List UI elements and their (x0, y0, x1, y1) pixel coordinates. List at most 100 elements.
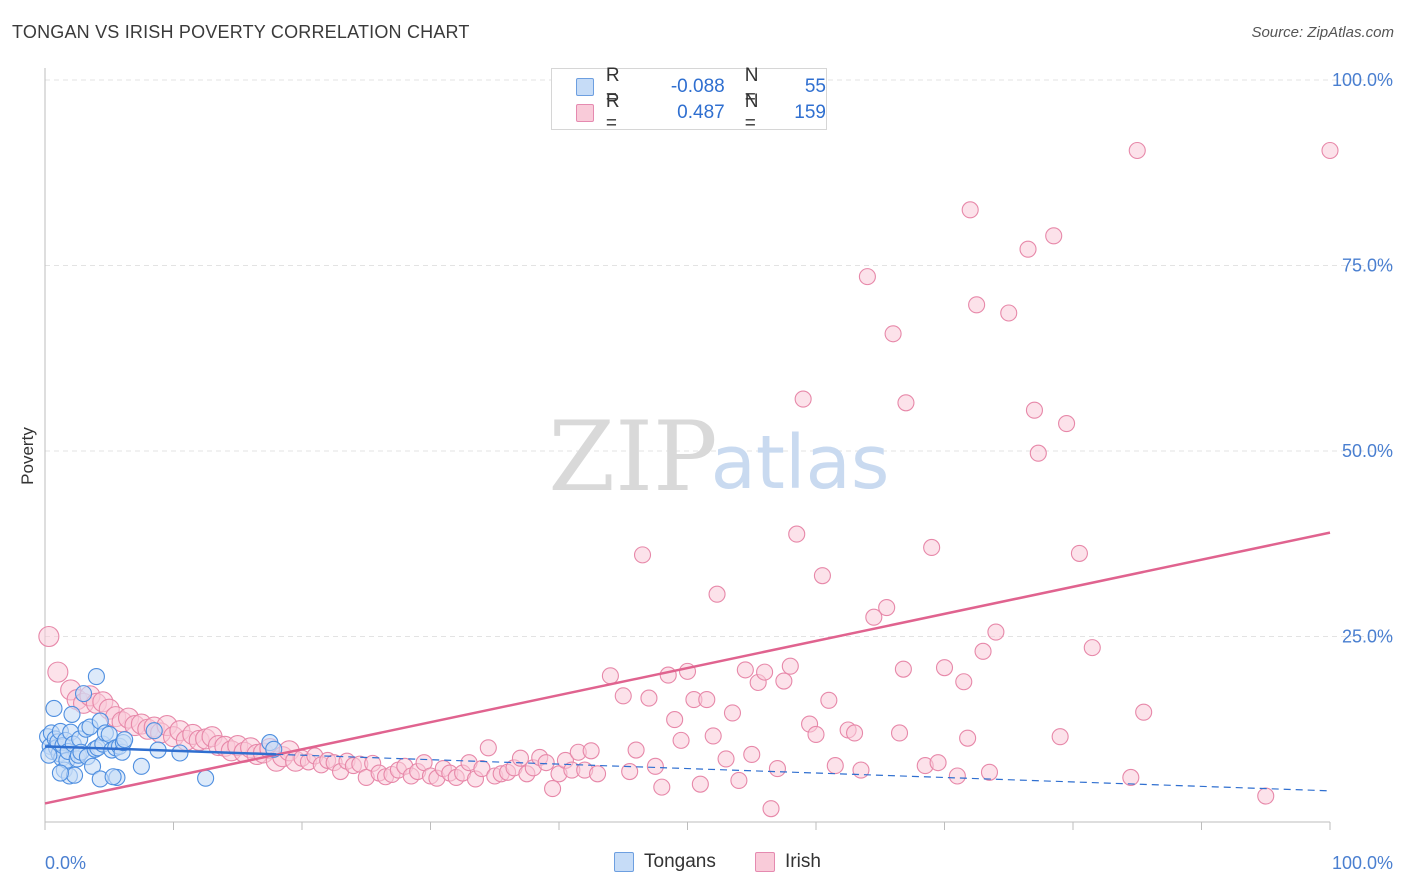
irish-point (897, 394, 915, 412)
r-value-irish: 0.487 (677, 102, 725, 123)
tongan-point (116, 731, 134, 749)
irish-point (672, 731, 690, 749)
irish-point (1070, 544, 1088, 562)
irish-point (544, 780, 562, 798)
irish-point (781, 657, 799, 675)
irish-point (858, 268, 876, 286)
irish-point (894, 660, 912, 678)
irish-point (865, 608, 883, 626)
x-tick-label: 100.0% (1332, 853, 1393, 873)
stats-row-irish: R = 0.487 N = 159 (576, 91, 826, 134)
irish-point (974, 642, 992, 660)
chart-source: Source: ZipAtlas.com (1251, 24, 1394, 41)
irish-point (473, 760, 491, 778)
tongan-point (132, 757, 150, 775)
tongan-point (66, 766, 84, 784)
watermark-atlas: atlas (711, 420, 890, 506)
watermark-zip: ZIP (548, 401, 717, 513)
irish-point (929, 754, 947, 772)
irish-point (987, 623, 1005, 641)
irish-point (633, 546, 652, 564)
tongan-point (40, 746, 58, 764)
irish-point (1128, 141, 1146, 160)
irish-point (762, 800, 780, 818)
legend-item-irish[interactable]: Irish (755, 851, 821, 873)
irish-point (717, 750, 735, 768)
irish-point (935, 659, 954, 677)
irish-point (1000, 304, 1018, 322)
tongan-point (145, 722, 163, 740)
irish-point (736, 661, 754, 679)
grid-lines (45, 79, 1393, 637)
irish-point (884, 325, 902, 343)
irish-point (698, 691, 716, 709)
irish-point (640, 689, 658, 707)
n-label: N = (744, 65, 759, 108)
irish-point (691, 775, 709, 793)
irish-point (1058, 414, 1076, 433)
legend-label-irish: Irish (785, 851, 821, 872)
irish-point (813, 567, 831, 585)
tongan-point (75, 685, 93, 703)
irish-points (38, 141, 1339, 818)
irish-point (621, 762, 639, 781)
stats-row-tongans: R = -0.088 N = 55 (576, 65, 826, 108)
irish-trendline (44, 531, 1331, 805)
irish-point (723, 704, 742, 722)
legend-item-tongans[interactable]: Tongans (614, 851, 716, 873)
y-tick-label: 25.0% (1342, 627, 1393, 647)
irish-swatch (576, 104, 594, 122)
irish-point (878, 599, 896, 617)
y-axis-label: Poverty (18, 427, 37, 485)
y-tick-label: 50.0% (1342, 441, 1393, 461)
irish-point (537, 754, 555, 772)
irish-point (743, 745, 761, 764)
legend-swatch-tongans (614, 852, 634, 872)
irish-point (614, 687, 632, 705)
r-label: R = (605, 65, 620, 108)
legend-swatch-irish (755, 852, 775, 872)
irish-point (756, 663, 774, 681)
irish-point (1045, 227, 1063, 245)
tongan-point (51, 764, 69, 782)
n-value-tongans: 55 (804, 76, 826, 97)
tongan-point (171, 744, 189, 762)
irish-point (708, 585, 726, 603)
irish-point (820, 691, 838, 709)
irish-point (968, 296, 986, 314)
irish-point (582, 742, 600, 760)
tongan-point (104, 768, 122, 786)
n-value-irish: 159 (794, 102, 826, 123)
irish-point (601, 667, 619, 685)
irish-point (588, 765, 607, 783)
irish-point (948, 767, 966, 785)
irish-point (980, 763, 999, 781)
chart-title: TONGAN VS IRISH POVERTY CORRELATION CHAR… (12, 22, 470, 42)
legend-label-tongans: Tongans (644, 851, 716, 872)
irish-point (959, 729, 977, 747)
tongans-trendline-solid (44, 745, 277, 756)
irish-point (923, 538, 941, 557)
tongan-point (63, 705, 81, 723)
tongan-point (83, 757, 102, 775)
irish-point (794, 390, 812, 408)
irish-point (961, 201, 979, 219)
irish-point (1019, 240, 1037, 258)
irish-point (1025, 401, 1043, 419)
axes (44, 68, 1331, 830)
irish-point (659, 666, 677, 684)
tick-labels: 25.0% 50.0% 75.0% 100.0% 0.0% 100.0% (45, 70, 1393, 873)
irish-point (788, 525, 806, 543)
trendlines (44, 531, 1331, 805)
irish-point (1051, 728, 1069, 746)
irish-point (826, 757, 844, 775)
irish-point (704, 727, 722, 745)
tongans-trendline-dashed (276, 753, 1331, 792)
tongan-point (87, 668, 105, 686)
irish-point (1122, 768, 1140, 787)
irish-point (653, 778, 671, 796)
tongan-point (197, 769, 215, 787)
irish-point (1135, 703, 1153, 721)
irish-point (666, 711, 684, 729)
